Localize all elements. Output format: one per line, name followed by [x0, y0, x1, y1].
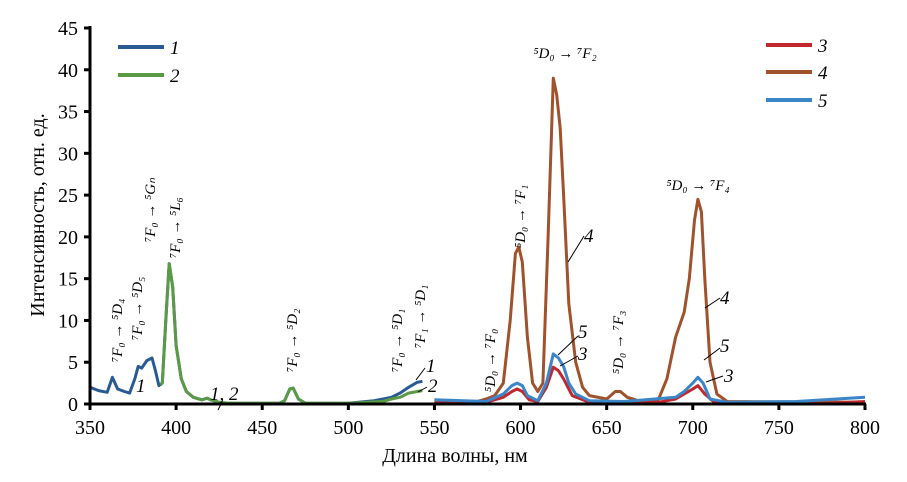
transition-label: ⁵D₀ → ⁷F₁ [513, 185, 529, 248]
x-axis-title: Длина волны, нм [382, 445, 528, 467]
y-tick-label: 5 [68, 352, 78, 374]
curve-label: 1 [136, 376, 146, 397]
x-tick-label: 350 [75, 417, 105, 439]
series-line-4 [434, 76, 866, 404]
x-tick-label: 400 [161, 417, 191, 439]
curve-label: 1, 2 [210, 384, 239, 405]
leader-line [557, 335, 579, 356]
curve-label: 3 [723, 366, 734, 387]
leader-line [705, 375, 724, 383]
x-tick-label: 550 [419, 417, 449, 439]
x-tick-label: 450 [247, 417, 277, 439]
leader-line [415, 367, 426, 381]
axes [88, 26, 866, 406]
transition-label: ⁵D₀ → ⁷F₄ [666, 178, 729, 194]
y-tick-label: 20 [58, 227, 78, 249]
legend-label-3: 3 [817, 36, 828, 57]
leader-line [417, 386, 428, 393]
curve-label: 5 [720, 336, 730, 357]
transition-label: ⁷F₀ → ⁵D₄ [110, 299, 126, 362]
leader-line [703, 347, 721, 361]
leader-line [567, 235, 585, 263]
series-lines [89, 76, 866, 406]
y-axis-title: Интенсивность, отн. ед. [27, 113, 49, 316]
transition-label: ⁷F₀ → ⁵Gₙ [143, 177, 159, 242]
y-tick-label: 45 [58, 18, 78, 40]
legend-label-2: 2 [170, 66, 180, 87]
x-tick-label: 650 [592, 417, 622, 439]
transition-label: ⁷F₀ → ⁵D₁ [390, 309, 406, 372]
legend: 1 2 3 4 5 [118, 36, 828, 112]
y-tick-label: 30 [58, 143, 78, 165]
legend-label-1: 1 [170, 38, 180, 59]
y-tick-label: 35 [58, 102, 78, 124]
x-tick-label: 750 [764, 417, 794, 439]
curve-label: 2 [428, 376, 438, 397]
curve-label: 3 [577, 344, 588, 365]
leader-line [704, 297, 721, 309]
x-tick-label: 500 [333, 417, 363, 439]
transition-label: ⁷F₁ → ⁵D₁ [413, 285, 429, 348]
transition-label: ⁵D₀ → ⁷F₃ [611, 311, 627, 374]
y-tick-label: 25 [58, 185, 78, 207]
x-tick-label: 700 [678, 417, 708, 439]
transition-label: ⁷F₀ → ⁵D₂ [285, 309, 301, 372]
legend-label-5: 5 [818, 91, 828, 112]
y-tick-label: 10 [58, 310, 78, 332]
y-tick-label: 40 [58, 60, 78, 82]
y-tick-label: 0 [68, 394, 78, 416]
leader-line [217, 401, 223, 411]
curve-label: 1 [426, 356, 436, 377]
curve-label: 5 [578, 322, 588, 343]
transition-label: ⁵D₀ → ⁷F₀ [483, 329, 499, 392]
ticks: 350 400 450 500 550 600 650 700 750 8000510152025… [58, 18, 880, 439]
curve-label: 4 [584, 226, 594, 247]
legend-label-4: 4 [818, 63, 828, 84]
transition-label: ⁷F₀ → ⁵L₆ [168, 197, 184, 258]
curve-label: 4 [720, 288, 730, 309]
transition-annotations: ⁷F₀ → ⁵D₄ ⁷F₀ → ⁵D₅ ⁷F₀ → ⁵Gₙ ⁷F₀ → ⁵L₆ ⁷F₀ … [110, 46, 730, 392]
transition-label: ⁵D₀ → ⁷F₂ [533, 46, 596, 62]
y-tick-label: 15 [58, 269, 78, 291]
x-tick-label: 800 [850, 417, 880, 439]
series-line-5 [434, 352, 866, 404]
x-tick-label: 600 [506, 417, 536, 439]
transition-label: ⁷F₀ → ⁵D₅ [130, 277, 146, 340]
leader-line [559, 355, 579, 367]
